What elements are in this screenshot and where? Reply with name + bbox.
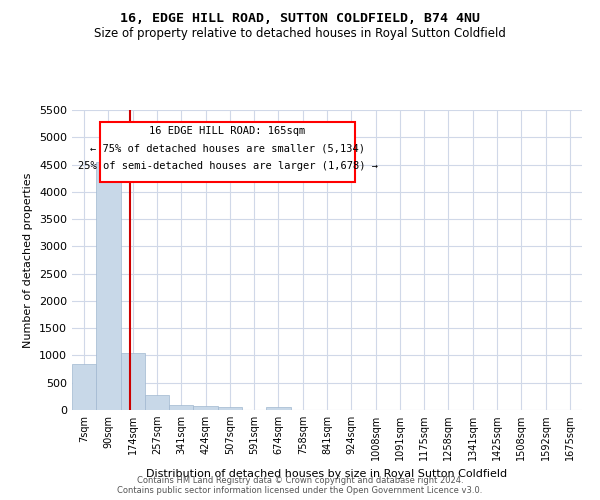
Y-axis label: Number of detached properties: Number of detached properties [23, 172, 34, 348]
Bar [121, 352, 145, 410]
Bar [193, 406, 218, 410]
X-axis label: Distribution of detached houses by size in Royal Sutton Coldfield: Distribution of detached houses by size … [146, 468, 508, 478]
Text: 16 EDGE HILL ROAD: 165sqm: 16 EDGE HILL ROAD: 165sqm [149, 126, 305, 136]
Text: ← 75% of detached houses are smaller (5,134): ← 75% of detached houses are smaller (5,… [90, 144, 365, 154]
Bar [72, 364, 96, 410]
Bar [96, 162, 121, 410]
Text: Size of property relative to detached houses in Royal Sutton Coldfield: Size of property relative to detached ho… [94, 28, 506, 40]
Bar [266, 407, 290, 410]
Bar [145, 396, 169, 410]
FancyBboxPatch shape [100, 122, 355, 182]
Text: Contains HM Land Registry data © Crown copyright and database right 2024.: Contains HM Land Registry data © Crown c… [137, 476, 463, 485]
Text: Contains public sector information licensed under the Open Government Licence v3: Contains public sector information licen… [118, 486, 482, 495]
Text: 16, EDGE HILL ROAD, SUTTON COLDFIELD, B74 4NU: 16, EDGE HILL ROAD, SUTTON COLDFIELD, B7… [120, 12, 480, 26]
Bar [218, 407, 242, 410]
Bar [169, 405, 193, 410]
Text: 25% of semi-detached houses are larger (1,678) →: 25% of semi-detached houses are larger (… [77, 161, 377, 171]
